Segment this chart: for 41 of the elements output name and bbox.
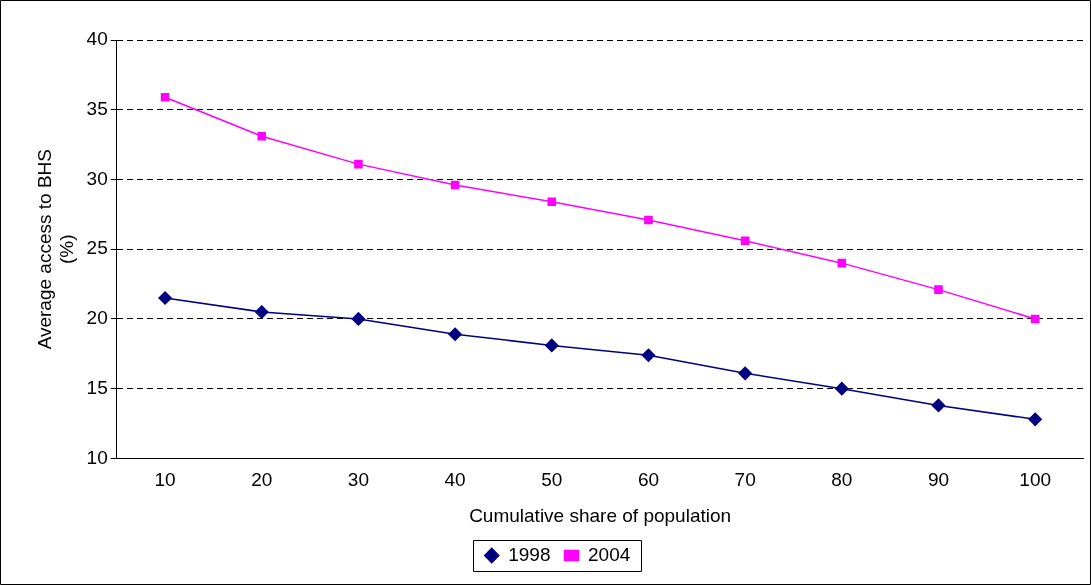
point [351, 312, 366, 326]
y-tick-label: 10 [86, 446, 108, 468]
point [257, 131, 267, 141]
point [158, 291, 172, 305]
y-tick-label: 25 [86, 237, 108, 259]
point [837, 258, 847, 268]
x-tick-label: 80 [831, 469, 853, 491]
x-tick-label: 40 [444, 469, 466, 491]
x-tick-label: 20 [251, 469, 273, 491]
legend-label: 2004 [588, 543, 631, 565]
x-tick-label: 30 [347, 469, 369, 491]
point [354, 159, 363, 169]
point [255, 305, 269, 319]
y-axis-title: Average access to BHS (%) [33, 149, 78, 350]
point [160, 92, 170, 102]
point [931, 398, 946, 413]
legend-label: 1998 [508, 543, 551, 565]
x-tick-label: 10 [154, 469, 176, 491]
point [641, 348, 656, 362]
point [740, 236, 750, 246]
point [934, 285, 943, 294]
point [738, 366, 752, 381]
x-tick-label: 50 [541, 469, 563, 491]
y-tick-label: 35 [86, 97, 108, 119]
y-tick-label: 40 [86, 28, 108, 50]
point [1030, 314, 1040, 324]
point [1028, 412, 1042, 427]
point [545, 338, 559, 353]
y-tick-label: 20 [86, 307, 108, 329]
point [450, 180, 460, 190]
x-tick-label: 70 [734, 469, 756, 491]
x-axis-title: Cumulative share of population [469, 504, 732, 526]
point [448, 327, 462, 342]
point [547, 197, 557, 207]
y-tick-label: 15 [86, 376, 108, 398]
x-tick-label: 100 [1019, 469, 1052, 491]
x-tick-label: 90 [927, 469, 950, 491]
x-tick-label: 60 [637, 469, 660, 491]
point [644, 215, 653, 225]
y-tick-label: 30 [86, 167, 108, 189]
point [835, 381, 849, 396]
